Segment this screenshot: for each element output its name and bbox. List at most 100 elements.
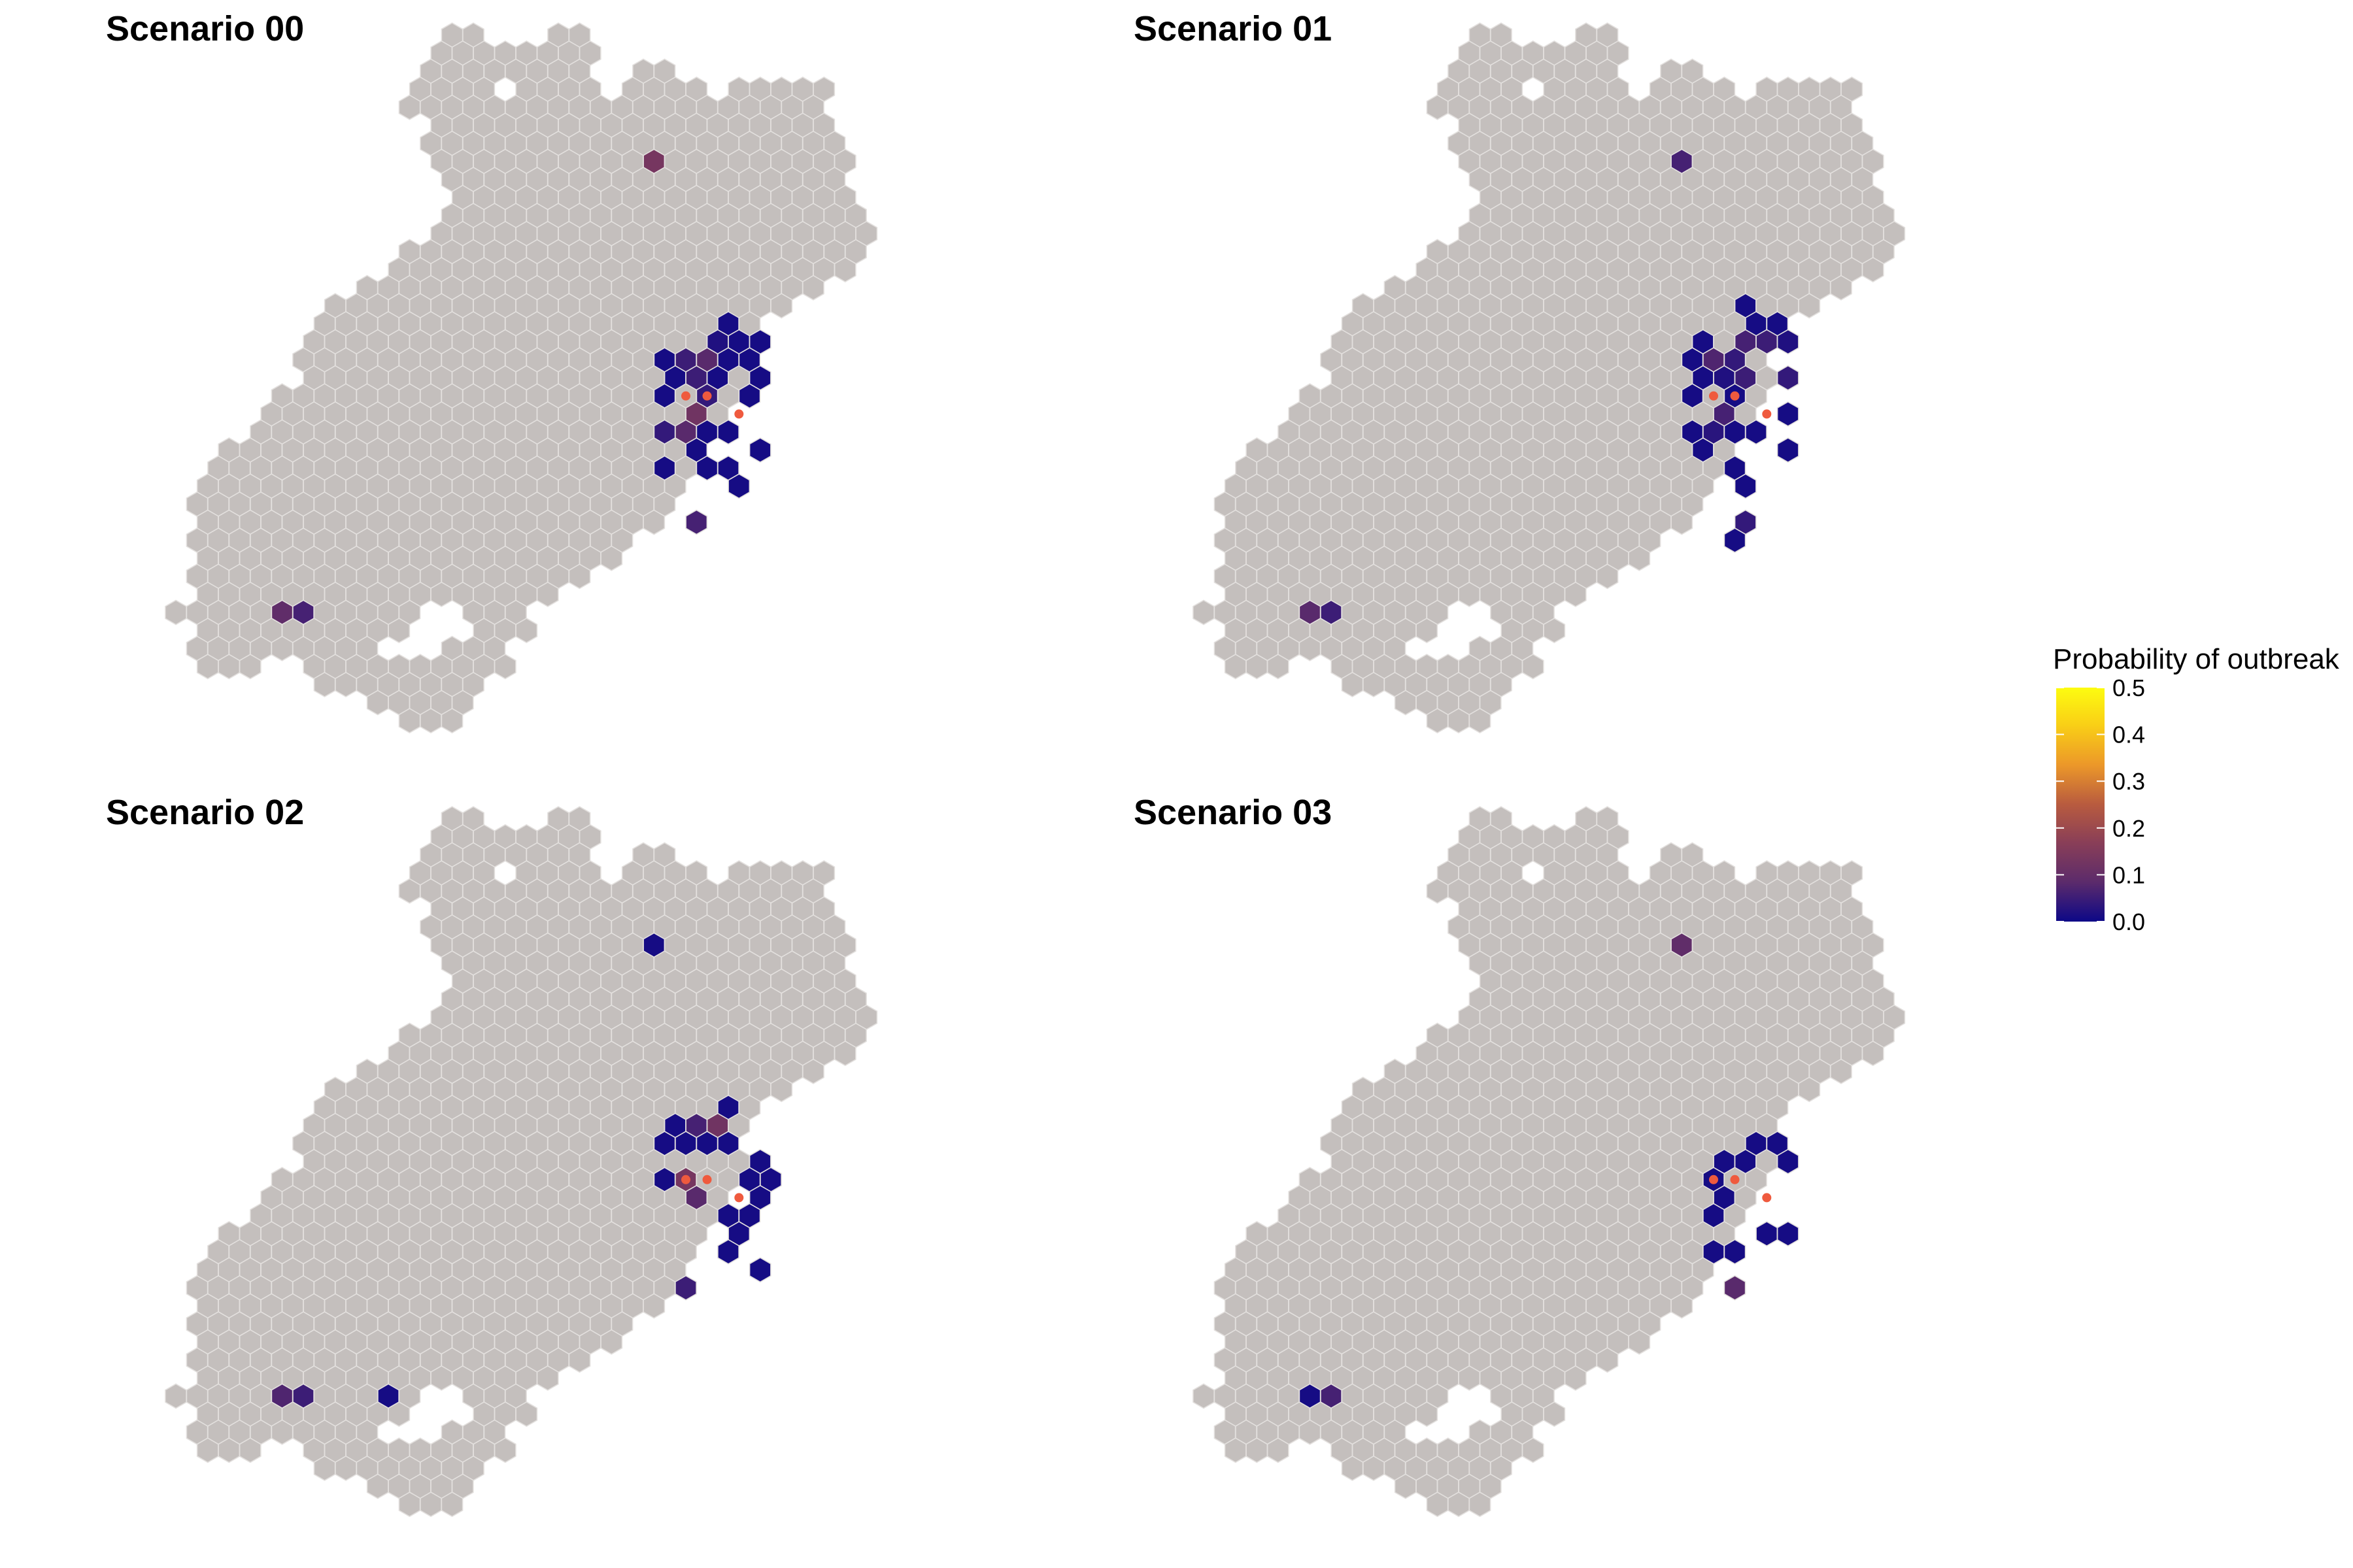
hex-cell xyxy=(1521,1437,1544,1463)
seed-point xyxy=(681,391,690,401)
hex-cell xyxy=(1596,1347,1619,1373)
hex-cell xyxy=(1543,618,1566,644)
hex-cell xyxy=(1798,293,1821,319)
seed-point xyxy=(1709,391,1718,401)
hex-cell xyxy=(802,275,824,301)
hex-cell xyxy=(855,220,878,246)
hex-cell xyxy=(1830,1058,1852,1084)
hex-cell xyxy=(1468,708,1491,734)
hex-cell xyxy=(441,1492,464,1518)
seed-point xyxy=(681,1175,690,1184)
panel-title: Scenario 01 xyxy=(1134,9,1332,48)
hex-cell xyxy=(1543,1401,1566,1427)
hex-cell xyxy=(536,1365,559,1391)
hex-cell xyxy=(802,1058,824,1084)
hex-cell-risk xyxy=(1723,1239,1746,1265)
hex-cell xyxy=(643,1293,666,1319)
hex-map xyxy=(165,806,878,1518)
hex-cell xyxy=(1628,1329,1651,1355)
hex-cell xyxy=(1193,599,1215,626)
hex-cell-risk xyxy=(1776,1148,1799,1175)
hex-cell xyxy=(855,1004,878,1030)
legend-title: Probability of outbreak xyxy=(2053,643,2340,675)
hex-cell xyxy=(388,1401,411,1427)
hex-cell xyxy=(770,1076,793,1103)
hex-cell xyxy=(770,293,793,319)
seed-point xyxy=(734,409,744,419)
hex-cell xyxy=(1415,618,1438,644)
legend-tick-label: 0.4 xyxy=(2112,722,2145,748)
hex-map xyxy=(165,22,878,734)
hex-cell-risk xyxy=(1755,1221,1778,1247)
panel-scenario-03: Scenario 03 xyxy=(1134,793,1906,1518)
hex-cell xyxy=(239,654,262,680)
hex-cell-risk xyxy=(738,383,761,409)
hex-cell xyxy=(165,599,187,626)
panel-scenario-02: Scenario 02 xyxy=(106,793,878,1518)
seed-point xyxy=(734,1193,744,1203)
hex-cell xyxy=(1468,1492,1491,1518)
legend-tick-label: 0.1 xyxy=(2112,861,2145,888)
legend-tick-label: 0.3 xyxy=(2112,768,2145,795)
hex-cell xyxy=(1628,545,1651,571)
hex-cell xyxy=(515,618,538,644)
panel-title: Scenario 03 xyxy=(1134,793,1332,832)
hex-cell xyxy=(536,581,559,607)
hex-cell xyxy=(165,1383,187,1409)
hex-cell-risk xyxy=(685,509,708,535)
hex-cell xyxy=(1266,1437,1289,1463)
seed-point xyxy=(1709,1175,1718,1184)
hex-cell xyxy=(494,1437,516,1463)
legend-tick-label: 0.5 xyxy=(2112,675,2145,701)
legend-ticks: 0.5 0.4 0.3 0.2 0.1 0.0 xyxy=(2056,675,2145,935)
hex-cell-risk xyxy=(1776,437,1799,463)
hex-cell xyxy=(515,1401,538,1427)
panel-title: Scenario 00 xyxy=(106,9,304,48)
hex-cell-risk xyxy=(1776,401,1799,427)
hex-cell-risk xyxy=(749,437,771,463)
hex-cell-risk xyxy=(717,1239,739,1265)
legend: Probability of outbreak 0.50.40.30.20.10… xyxy=(2053,643,2340,935)
hex-cell xyxy=(1564,1365,1587,1391)
seed-point xyxy=(702,391,712,401)
hex-cell xyxy=(1266,654,1289,680)
hex-cell-risk xyxy=(728,473,751,499)
hex-cell-risk xyxy=(1776,1221,1799,1247)
hex-cell xyxy=(1861,257,1884,283)
seed-point xyxy=(702,1175,712,1184)
legend-tick-label: 0.0 xyxy=(2112,909,2145,935)
hex-cell xyxy=(1415,1401,1438,1427)
hex-cell-risk xyxy=(1776,365,1799,391)
hex-cell-risk xyxy=(1745,419,1767,445)
legend-colorbar xyxy=(2056,688,2105,922)
hex-cell-risk xyxy=(1734,473,1757,499)
hex-cell xyxy=(1564,581,1587,607)
panel-scenario-01: Scenario 01 xyxy=(1134,9,1906,734)
hex-cell xyxy=(1670,1293,1693,1319)
hex-cell-risk xyxy=(1723,527,1746,554)
seed-point xyxy=(1762,409,1772,419)
hex-cell xyxy=(600,545,623,571)
hex-cell xyxy=(388,618,411,644)
hex-cell xyxy=(1670,509,1693,535)
hex-cell xyxy=(834,1041,856,1067)
hex-cell xyxy=(239,1437,262,1463)
hex-cell xyxy=(1883,220,1906,246)
hex-cell-risk xyxy=(717,419,739,445)
hex-cell xyxy=(568,1347,591,1373)
hex-cell xyxy=(1521,654,1544,680)
hex-cell xyxy=(1861,1041,1884,1067)
hex-cell xyxy=(1883,1004,1906,1030)
hex-cell-risk xyxy=(1723,1275,1746,1301)
hex-cell xyxy=(568,563,591,590)
hex-cell-risk xyxy=(675,1275,697,1301)
hex-cell xyxy=(600,1329,623,1355)
hex-cell xyxy=(1193,1383,1215,1409)
hex-cell xyxy=(1830,275,1852,301)
hex-cell xyxy=(1596,563,1619,590)
hex-cell xyxy=(1798,1076,1821,1103)
hex-cell-risk xyxy=(749,1257,771,1283)
hex-map xyxy=(1193,806,1906,1518)
seed-point xyxy=(1730,391,1740,401)
